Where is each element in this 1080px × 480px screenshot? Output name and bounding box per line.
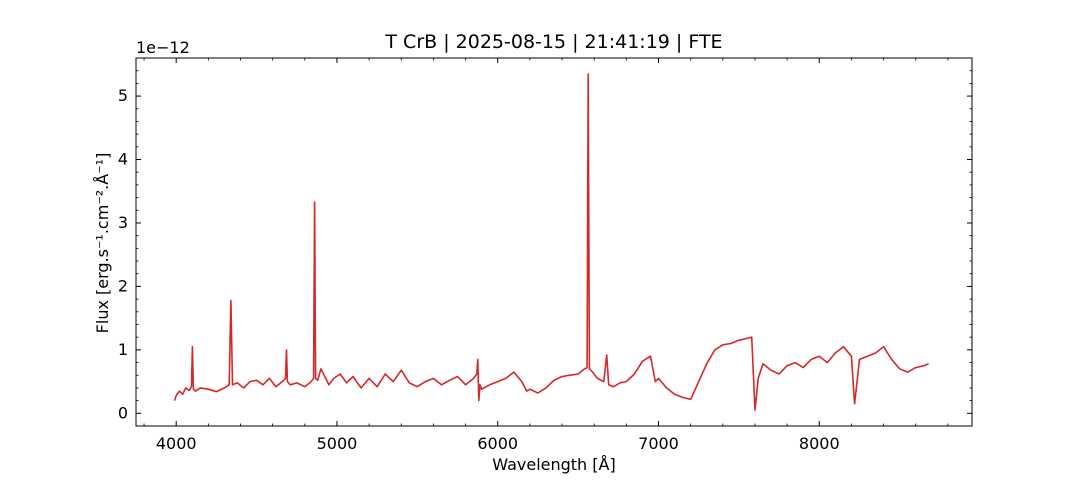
- x-tick-label: 6000: [477, 434, 518, 453]
- x-tick-label: 8000: [799, 434, 840, 453]
- x-axis-label: Wavelength [Å]: [492, 455, 615, 474]
- y-tick-label: 1: [118, 340, 128, 359]
- x-tick-label: 7000: [638, 434, 679, 453]
- spectrum-line: [173, 73, 929, 411]
- x-tick-label: 4000: [156, 434, 197, 453]
- y-tick-label: 3: [118, 213, 128, 232]
- y-axis-ticks: 0 1 2 3 4 5: [118, 70, 972, 427]
- y-tick-label: 5: [118, 86, 128, 105]
- y-tick-label: 0: [118, 403, 128, 422]
- y-offset-label: 1e−12: [136, 38, 190, 57]
- y-tick-label: 4: [118, 150, 128, 169]
- x-axis-ticks: 4000 5000 6000 7000 8000: [143, 58, 949, 453]
- plot-frame: [135, 57, 973, 427]
- chart-title: T CrB | 2025-08-15 | 21:41:19 | FTE: [384, 31, 722, 53]
- y-tick-label: 2: [118, 276, 128, 295]
- y-axis-label: Flux [erg.s⁻¹.cm⁻².Å⁻¹]: [93, 153, 112, 334]
- x-tick-label: 5000: [317, 434, 358, 453]
